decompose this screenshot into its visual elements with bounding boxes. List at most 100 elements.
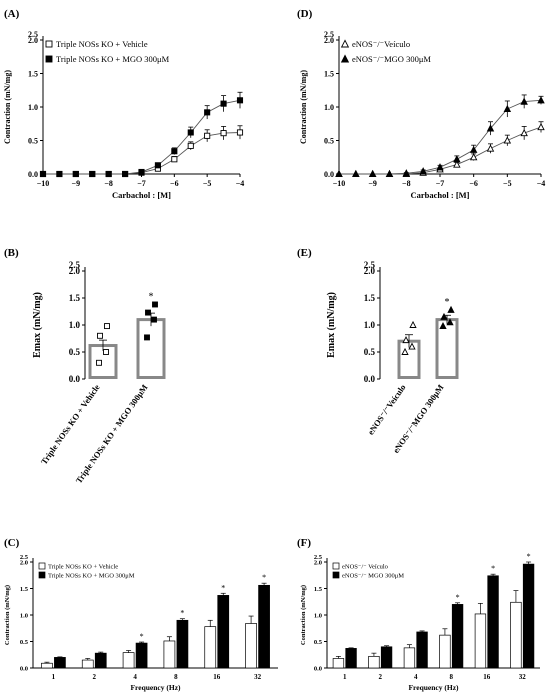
bar xyxy=(258,584,270,669)
y-tick-label: 1.0 xyxy=(324,103,334,112)
data-point xyxy=(453,155,461,163)
x-tick-label: 4 xyxy=(414,673,418,681)
bar xyxy=(41,662,53,669)
panel-a: (A) 0.0 0.5 1.0 1.5 2.02.5 Contraction (mN/mg)… xyxy=(3,8,244,200)
individual-point xyxy=(96,359,102,366)
data-point xyxy=(385,169,394,178)
x-axis-label: Carbachol : [M] xyxy=(410,190,469,200)
significance-marker: * xyxy=(221,583,225,592)
legend-label: eNOS⁻/⁻MGO 300μM xyxy=(352,54,431,64)
data-point xyxy=(537,122,545,131)
data-point xyxy=(171,156,178,163)
bar xyxy=(439,634,451,669)
y-tick-label: 1.5 xyxy=(314,586,323,593)
y-tick-label: 1.0 xyxy=(364,320,376,330)
legend-swatch xyxy=(38,571,46,579)
y-tick-label: 0.5 xyxy=(324,136,334,145)
y-extra-tick-label: 2.5 xyxy=(314,554,323,561)
individual-point xyxy=(440,312,448,320)
y-axis-label: Emax (mN/mg) xyxy=(32,292,43,358)
bar xyxy=(176,619,189,669)
x-tick-label: −9 xyxy=(368,179,377,188)
x-tick-label: −8 xyxy=(104,179,113,188)
bar xyxy=(204,626,217,669)
data-point xyxy=(187,142,194,149)
y-tick-label: 1.0 xyxy=(28,103,38,112)
panel-e: (E) 0.0 0.5 1.0 1.5 2.02.5 Emax (mN/mg) eNOS⁻/⁻… xyxy=(297,247,459,455)
data-point xyxy=(537,96,545,104)
bar xyxy=(135,642,148,669)
legend-label: eNOS⁻/⁻Veículo xyxy=(352,39,410,49)
bar xyxy=(81,659,94,669)
data-point xyxy=(469,145,478,153)
legend-swatch xyxy=(332,562,340,570)
significance-marker: * xyxy=(149,291,154,302)
data-point xyxy=(236,129,244,136)
legend-marker xyxy=(45,55,53,63)
data-point xyxy=(352,169,360,178)
y-extra-tick-label: 2.5 xyxy=(69,260,81,270)
x-tick-label: 8 xyxy=(174,673,178,681)
significance-marker: * xyxy=(262,573,266,582)
x-tick-label: −5 xyxy=(503,179,512,188)
x-tick-label: −7 xyxy=(137,179,146,188)
x-tick-label: 16 xyxy=(483,673,491,681)
individual-point xyxy=(402,336,410,344)
x-tick-label: −4 xyxy=(537,179,546,188)
individual-point xyxy=(446,318,454,326)
panel-label: (B) xyxy=(4,247,19,259)
data-point xyxy=(486,124,495,132)
category-label: eNOS⁻/⁻Veículo xyxy=(365,382,407,436)
x-tick-label: −10 xyxy=(333,179,346,188)
bar xyxy=(122,652,135,669)
data-point xyxy=(220,130,227,137)
y-tick-label: 2.0 xyxy=(20,559,28,566)
y-tick-label: 2.0 xyxy=(28,36,38,45)
data-point xyxy=(56,170,63,178)
y-tick-label: 1.5 xyxy=(20,586,29,593)
bar xyxy=(522,563,535,669)
y-tick-label: 2.0 xyxy=(314,559,322,566)
y-tick-label: 0.0 xyxy=(28,170,38,179)
y-tick-label: 2.0 xyxy=(364,266,376,276)
y-tick-label: 1.5 xyxy=(364,293,376,303)
data-point xyxy=(138,168,145,176)
panel-f: (F) 0.0 0.5 1.0 1.5 2.02.5 Contraction (mN/mg)… xyxy=(297,537,540,692)
data-point xyxy=(187,129,194,136)
significance-marker: * xyxy=(456,593,460,602)
individual-point xyxy=(409,320,417,328)
legend-label: Triple NOSs KO + MGO 300μM xyxy=(56,54,170,64)
data-point xyxy=(368,169,377,178)
x-tick-label: 4 xyxy=(133,673,137,681)
panel-c: (C) 0.0 0.5 1.0 1.5 2.02.5 Contraction (mN/mg)… xyxy=(4,537,278,692)
data-point xyxy=(39,170,47,178)
series-2: Triple NOSs KO + MGO 300μM xyxy=(39,54,244,178)
legend-swatch xyxy=(332,571,340,579)
x-tick-label: −9 xyxy=(72,179,81,188)
bar xyxy=(474,613,487,669)
y-axis-label: Contraction (mN/mg) xyxy=(300,585,307,645)
y-tick-label: 0.0 xyxy=(69,374,81,384)
individual-point xyxy=(447,305,455,313)
x-tick-label: 8 xyxy=(450,673,454,681)
series-line xyxy=(43,132,241,175)
x-tick-label: −4 xyxy=(236,179,245,188)
bar xyxy=(380,646,393,669)
legend-label: eNOS⁻/⁻ MGO 300μM xyxy=(342,573,404,580)
legend-marker xyxy=(340,54,350,63)
y-tick-label: 2.0 xyxy=(69,266,81,276)
y-tick-label: 1.0 xyxy=(20,612,28,619)
legend-label: Triple NOSs KO + MGO 300μM xyxy=(48,573,135,580)
x-tick-label: 1 xyxy=(343,673,347,681)
x-tick-label: −5 xyxy=(203,179,212,188)
data-point xyxy=(154,162,161,169)
y-tick-label: 0.5 xyxy=(69,347,81,357)
bar xyxy=(510,601,522,669)
series-line xyxy=(43,99,241,175)
y-tick-label: 0.0 xyxy=(364,374,376,384)
legend-swatch xyxy=(38,562,46,570)
data-point xyxy=(402,169,411,177)
data-point xyxy=(105,170,112,178)
x-tick-label: 32 xyxy=(254,673,262,681)
legend-marker xyxy=(45,40,53,48)
